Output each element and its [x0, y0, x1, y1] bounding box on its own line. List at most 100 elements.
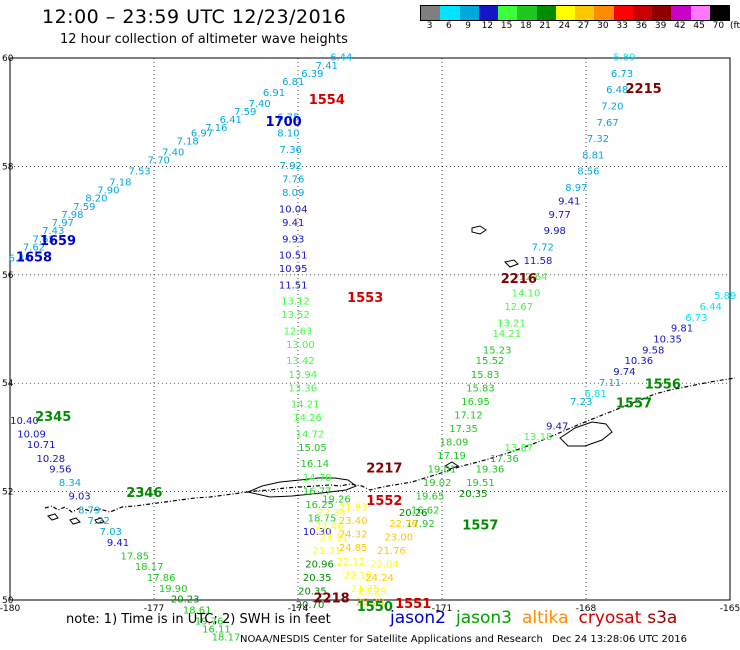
wave-height-value: 15.83: [466, 383, 495, 394]
wave-height-value: 7.43: [42, 226, 64, 237]
wave-height-value: 10.09: [17, 429, 46, 440]
pass-time-label: 2346: [126, 486, 162, 501]
legend-label-6: 6: [446, 21, 452, 31]
wave-height-value: 14.72: [296, 429, 325, 440]
wave-height-value: 10.71: [27, 440, 56, 451]
wave-height-value: 6.73: [611, 69, 633, 80]
wave-height-value: 18.61: [183, 606, 212, 617]
wave-height-value: 23.29: [358, 587, 387, 598]
legend-label-21: 21: [539, 21, 551, 31]
legend-label-42: 42: [674, 21, 686, 31]
wave-height-value: 19.36: [476, 465, 505, 476]
wave-height-value: 6.44: [8, 253, 30, 264]
pass-time-label: 1554: [309, 93, 345, 108]
wave-height-value: 7.18: [109, 177, 131, 188]
wave-height-value: 10.36: [624, 356, 653, 367]
wave-height-value: 10.04: [279, 204, 308, 215]
wave-height-value: 13.94: [288, 370, 317, 381]
lon-tick-label: -180: [0, 604, 20, 614]
wave-height-value: 7.65: [32, 234, 54, 245]
lon-tick-label: -168: [576, 604, 597, 614]
satellite-s3a: s3a: [647, 608, 678, 628]
legend-label-33: 33: [616, 21, 628, 31]
track-1551: 21.83 23.40 24.32 24.85 22.12 22.10 21.35 25.28…: [336, 503, 427, 609]
wave-height-value: 6.44: [330, 53, 352, 64]
wave-height-value: 20.26: [399, 508, 428, 519]
legend-swatch-21: [536, 6, 556, 20]
wave-height-value: 23.40: [339, 516, 368, 527]
lat-tick-label: 50: [2, 596, 14, 606]
wave-height-value: 18.17: [212, 633, 241, 644]
legend-swatch-3: [421, 6, 441, 20]
wave-height-value: 24.32: [339, 530, 368, 541]
wave-height-value: 7.11: [599, 378, 621, 389]
lat-tick-label: 56: [2, 271, 14, 281]
lon-tick-label: -171: [432, 604, 452, 614]
wave-height-value: 11.58: [524, 256, 553, 267]
wave-height-value: 24.24: [365, 573, 394, 584]
wave-height-value: 6.81: [282, 77, 304, 88]
wave-height-value: 9.47: [546, 421, 568, 432]
legend-swatch-24: [555, 6, 575, 20]
legend-swatch-6: [440, 6, 460, 20]
wave-height-value: 7.98: [61, 210, 83, 221]
wave-height-value: 6.44: [700, 302, 722, 313]
wave-height-value: 20.96: [305, 559, 334, 570]
legend-swatch-18: [517, 6, 537, 20]
pass-time-label: 1658: [16, 250, 52, 265]
wave-height-value: 16.14: [300, 459, 329, 470]
wave-height-value: 19.65: [416, 492, 445, 503]
legend-swatch-42: [671, 6, 691, 20]
lat-tick-label: 54: [2, 379, 14, 389]
pass-time-label: 2218: [314, 592, 350, 607]
legend-label-27: 27: [577, 21, 590, 31]
wave-height-value: 13.12: [281, 297, 310, 308]
credit-text: NOAA/NESDIS Center for Satellite Applica…: [240, 634, 543, 645]
wave-height-value: 20.70: [296, 600, 325, 611]
wave-height-value: 7.23: [570, 397, 592, 408]
track-2346: 17.8518.1717.8619.9020.2318.6119.7616.11…: [120, 551, 240, 643]
wave-height-value: 13.36: [288, 383, 317, 394]
wave-height-value: 7.67: [596, 118, 618, 129]
pass-time-label: 1557: [616, 397, 652, 412]
map-frame: [9, 57, 731, 601]
wave-height-value: 16.62: [411, 505, 440, 516]
wave-height-value: 19.01: [428, 465, 457, 476]
western-islets: [47, 461, 460, 525]
legend-label-45: 45: [693, 21, 705, 31]
wave-height-value: 17.36: [490, 454, 519, 465]
wave-height-value: 17.12: [454, 410, 483, 421]
wave-height-value: 6.48: [606, 85, 628, 96]
map-title: 12:00 – 23:59 UTC 12/23/2016: [42, 6, 347, 28]
pass-time-label: 2217: [366, 462, 402, 477]
wave-height-value: 9.41: [282, 218, 304, 229]
wave-height-value: 7.16: [205, 123, 227, 134]
altimeter-tracks: 6.447.627.657.437.977.987.598.207.907.18…: [8, 53, 736, 644]
aleutian-islands-coastline: [44, 225, 736, 525]
wave-height-value: 14.10: [512, 288, 541, 299]
wave-height-value: 14.21: [492, 329, 521, 340]
legend-swatch-45: [690, 6, 710, 20]
lat-tick-label: 58: [2, 162, 14, 172]
lon-tick-label: -177: [144, 604, 164, 614]
pass-time-label: 2216: [501, 272, 537, 287]
wave-height-value: 10.40: [10, 416, 39, 427]
legend-swatch-70: [709, 6, 729, 20]
wave-height-value: 6.75: [277, 112, 299, 123]
wave-height-value: 7.32: [587, 134, 609, 145]
wave-height-value: 12.64: [519, 272, 548, 283]
pass-time-label: 2215: [626, 82, 662, 97]
wave-height-value: 25.28: [356, 597, 385, 608]
wave-height-value: 8.56: [577, 167, 599, 178]
wave-height-value: 23.00: [384, 532, 413, 543]
wave-height-value: 7.59: [73, 202, 95, 213]
legend-swatch-9: [459, 6, 479, 20]
legend-swatch-27: [575, 6, 595, 20]
wave-height-value: 9.58: [642, 345, 664, 356]
large-island-outline: [246, 477, 358, 498]
wave-height-value: 9.93: [282, 234, 304, 245]
